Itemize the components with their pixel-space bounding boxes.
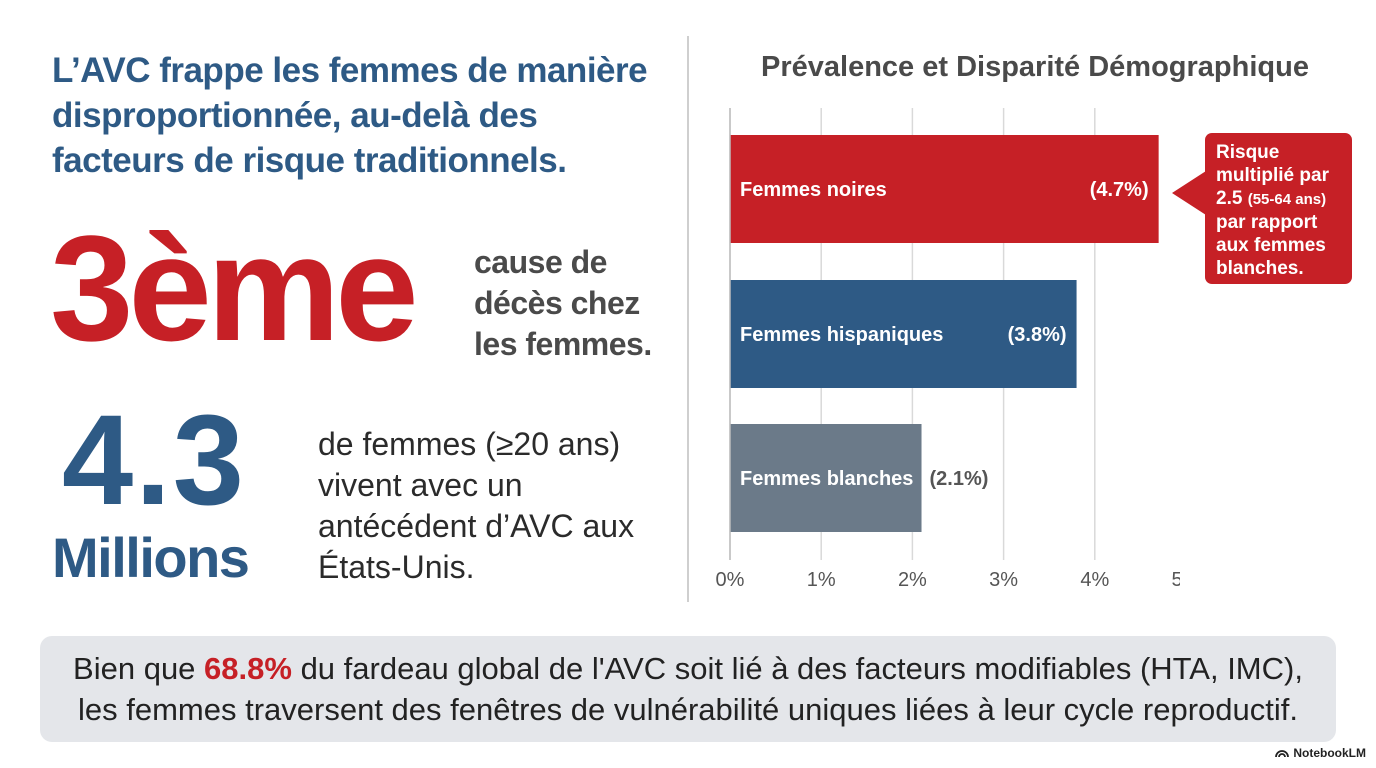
x-tick-label: 0%	[716, 569, 745, 591]
callout-text-main: Risque multiplié par 2.5	[1216, 142, 1329, 209]
notebooklm-icon	[1275, 750, 1290, 758]
bar-category-label: Femmes hispaniques	[740, 324, 943, 346]
bar-value-label: (2.1%)	[930, 468, 989, 490]
stat-count-unit: Millions	[52, 526, 250, 589]
footer-highlight: 68.8%	[204, 651, 292, 686]
callout-box: Risque multiplié par 2.5 (55-64 ans) par…	[1205, 133, 1352, 284]
x-tick-label: 5%	[1172, 569, 1180, 591]
stat-rank-description: cause de décès chez les femmes.	[474, 244, 652, 362]
x-tick-label: 2%	[898, 569, 927, 591]
callout-text-paren: (55-64 ans)	[1247, 191, 1327, 208]
bar-value-label: (4.7%)	[1090, 179, 1149, 201]
footer-line2: les femmes traversent des fenêtres de vu…	[78, 692, 1298, 727]
footer-summary: Bien que 68.8% du fardeau global de l'AV…	[40, 636, 1336, 742]
x-tick-label: 1%	[807, 569, 836, 591]
bar	[730, 424, 922, 532]
callout-text-end: par rapport aux femmes blanches.	[1216, 212, 1326, 279]
brand-logo: NotebookLM	[1275, 746, 1366, 760]
callout-pointer	[1172, 171, 1206, 215]
bar-category-label: Femmes blanches	[740, 468, 913, 490]
bar-value-label: (3.8%)	[1008, 324, 1067, 346]
bar-category-label: Femmes noires	[740, 179, 887, 201]
stat-count-description: de femmes (≥20 ans) vivent avec un antéc…	[318, 426, 635, 585]
vertical-divider	[687, 36, 689, 602]
footer-line1-rest: du fardeau global de l'AVC soit lié à de…	[291, 651, 1303, 686]
x-tick-label: 3%	[989, 569, 1018, 591]
bar	[730, 280, 1077, 388]
bar	[730, 135, 1159, 243]
headline: L’AVC frappe les femmes de manière dispr…	[52, 51, 648, 180]
stat-rank-value: 3ème	[50, 204, 419, 372]
x-tick-label: 4%	[1080, 569, 1109, 591]
footer-prefix: Bien que	[73, 651, 205, 686]
chart-title: Prévalence et Disparité Démographique	[761, 51, 1309, 83]
brand-name: NotebookLM	[1293, 746, 1366, 760]
stat-count-value: 4.3	[62, 389, 246, 532]
bar-chart: 0% 1% 2% 3% 4% 5% Femmes noires (4.7%) Femmes hi…	[716, 108, 1180, 591]
